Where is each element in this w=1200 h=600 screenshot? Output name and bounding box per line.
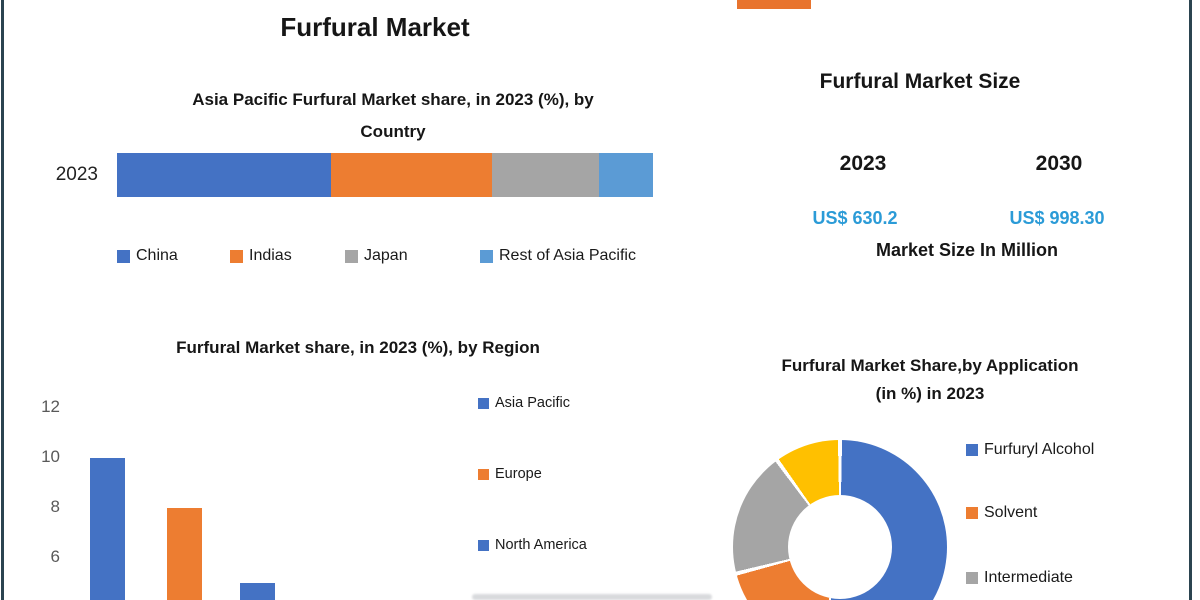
market-size-year-2030: 2030 xyxy=(1035,152,1083,175)
clipped-legend-smudge xyxy=(472,594,712,600)
logo-fragment xyxy=(737,0,811,9)
country-legend-rest-of-asia-pacific-swatch xyxy=(480,249,493,263)
country-legend-japan: Japan xyxy=(345,247,408,265)
donut-hole xyxy=(788,495,892,599)
country-legend-rest-of-asia-pacific-label: Rest of Asia Pacific xyxy=(499,247,636,264)
region-legend-north-america-label: North America xyxy=(495,537,587,553)
region-legend-asia-pacific-swatch xyxy=(478,397,489,409)
market-size-value-2030: US$ 998.30 xyxy=(1009,208,1105,228)
region-y-tick-10: 10 xyxy=(41,447,60,466)
country-bar-category-label: 2023 xyxy=(55,164,98,185)
application-legend-intermediate-label: Intermediate xyxy=(984,569,1073,586)
market-size-title: Furfural Market Size xyxy=(819,70,1021,93)
application-chart-title-line1: Furfural Market Share,by Application xyxy=(781,356,1079,375)
region-bar-europe xyxy=(167,508,202,600)
country-stacked-bar xyxy=(117,153,653,197)
market-size-value-2023: US$ 630.2 xyxy=(812,208,898,228)
region-legend-asia-pacific: Asia Pacific xyxy=(478,395,570,411)
country-legend-japan-label: Japan xyxy=(364,247,408,264)
application-legend-intermediate-swatch xyxy=(966,572,978,584)
application-chart-title-line2: (in %) in 2023 xyxy=(875,384,985,403)
country-legend-indias-label: Indias xyxy=(249,247,292,264)
country-chart-title: Asia Pacific Furfural Market share, in 2… xyxy=(103,84,683,148)
application-legend-furfuryl-alcohol-label: Furfuryl Alcohol xyxy=(984,441,1095,458)
application-legend-solvent-swatch xyxy=(966,507,978,519)
region-y-tick-12: 12 xyxy=(41,397,60,416)
country-legend-china: China xyxy=(117,247,178,265)
region-legend-asia-pacific-label: Asia Pacific xyxy=(495,395,570,411)
region-legend-north-america-swatch xyxy=(478,539,489,551)
country-legend-china-swatch xyxy=(117,249,130,263)
country-legend-china-label: China xyxy=(136,247,178,264)
region-legend-europe-label: Europe xyxy=(495,466,542,482)
market-size-year-2023: 2023 xyxy=(839,152,887,175)
page-title: Furfural Market xyxy=(280,12,470,42)
market-size-caption: Market Size In Million xyxy=(875,240,1059,260)
region-legend-europe-swatch xyxy=(478,468,489,480)
country-legend-indias: Indias xyxy=(230,247,292,265)
application-donut xyxy=(733,440,947,600)
region-bar-asia-pacific xyxy=(90,458,125,600)
country-chart-title-line2: Country xyxy=(360,122,426,141)
country-segment-indias xyxy=(331,153,493,197)
application-legend-furfuryl-alcohol: Furfuryl Alcohol xyxy=(966,441,1094,459)
country-legend-japan-swatch xyxy=(345,249,358,263)
country-segment-japan xyxy=(492,153,600,197)
right-border xyxy=(1189,0,1192,600)
country-chart-title-line1: Asia Pacific Furfural Market share, in 2… xyxy=(192,90,594,109)
country-segment-china xyxy=(117,153,332,197)
country-legend-rest-of-asia-pacific: Rest of Asia Pacific xyxy=(480,247,636,265)
region-bar-north-america xyxy=(240,583,275,600)
application-chart-title: Furfural Market Share,by Application (in… xyxy=(700,352,1160,408)
region-legend-europe: Europe xyxy=(478,466,542,482)
region-y-tick-8: 8 xyxy=(50,497,60,516)
region-chart-title: Furfural Market share, in 2023 (%), by R… xyxy=(176,338,540,357)
region-legend-north-america: North America xyxy=(478,537,587,553)
application-legend-solvent-label: Solvent xyxy=(984,504,1038,521)
country-segment-rest-of-asia-pacific xyxy=(599,153,653,197)
application-legend-furfuryl-alcohol-swatch xyxy=(966,444,978,456)
application-legend-intermediate: Intermediate xyxy=(966,569,1073,587)
country-legend-indias-swatch xyxy=(230,249,243,263)
left-border xyxy=(1,0,4,600)
region-y-tick-6: 6 xyxy=(50,547,60,566)
application-legend-solvent: Solvent xyxy=(966,504,1037,522)
